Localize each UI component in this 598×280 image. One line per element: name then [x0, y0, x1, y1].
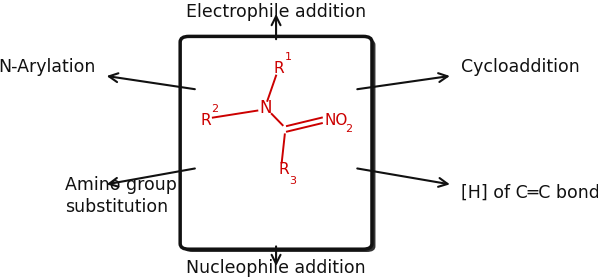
Text: Amino group
substitution: Amino group substitution — [65, 176, 176, 216]
Text: N-Arylation: N-Arylation — [0, 58, 95, 76]
Text: [H] of C═C bond: [H] of C═C bond — [461, 184, 598, 202]
Text: 2: 2 — [345, 124, 352, 134]
Text: Cycloaddition: Cycloaddition — [461, 58, 580, 76]
Text: Nucleophile addition: Nucleophile addition — [186, 259, 366, 277]
Text: 3: 3 — [289, 176, 296, 186]
Text: 2: 2 — [211, 104, 218, 114]
Text: N: N — [259, 99, 271, 117]
Text: R: R — [200, 113, 210, 128]
FancyBboxPatch shape — [180, 36, 372, 249]
Text: Electrophile addition: Electrophile addition — [186, 3, 366, 21]
FancyBboxPatch shape — [184, 39, 376, 252]
Text: R: R — [274, 61, 285, 76]
Text: R: R — [278, 162, 289, 177]
Text: NO: NO — [324, 113, 347, 128]
Text: 1: 1 — [285, 52, 292, 62]
